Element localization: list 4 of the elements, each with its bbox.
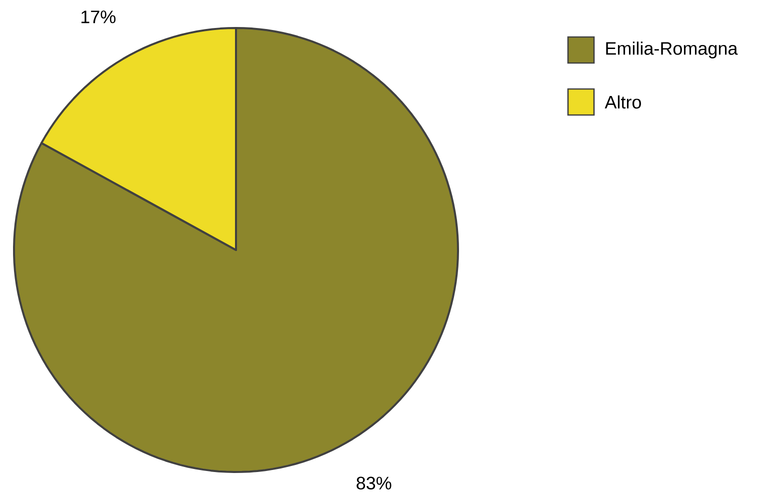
data-label: 83% — [356, 476, 392, 490]
legend-label: Altro — [604, 95, 641, 109]
legend-label: Emilia-Romagna — [606, 42, 738, 58]
data-label: 17% — [82, 10, 116, 24]
